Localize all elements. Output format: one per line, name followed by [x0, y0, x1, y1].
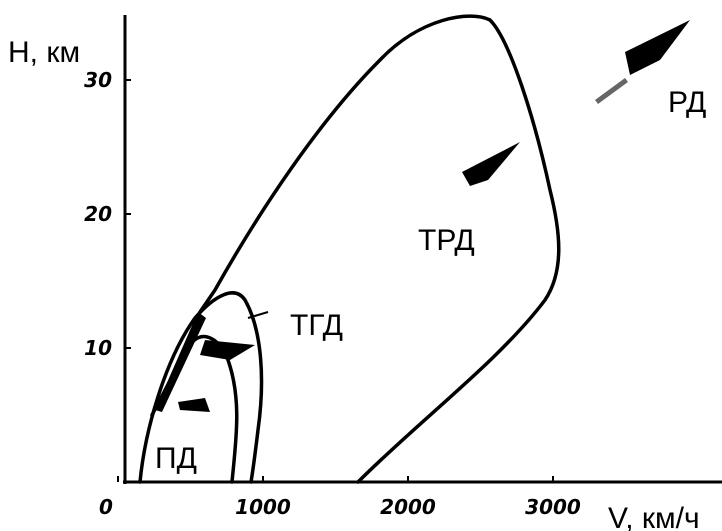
pd-edge [155, 312, 206, 412]
turboprop-icon [200, 340, 255, 360]
y-tick-label: 20 [84, 202, 112, 226]
x-tick-label: 0 [99, 495, 113, 519]
tgd-envelope [138, 291, 264, 484]
x-axis-label: V, км/ч [608, 502, 700, 531]
tgd-pointer [247, 311, 269, 319]
trd-envelope [198, 14, 561, 484]
jet-icon [462, 142, 520, 186]
aircraft-icons [178, 20, 690, 412]
y-tick-label: 10 [84, 336, 112, 360]
region-label: ТРД [418, 224, 475, 257]
rocket-icon [625, 20, 690, 75]
region-label: ПД [155, 442, 197, 475]
region-label: ТГД [290, 309, 343, 342]
rocket-trail [595, 78, 628, 104]
y-tick-label: 30 [84, 68, 112, 92]
y-axis-label: Н, км [8, 36, 80, 69]
x-tick-label: 3000 [525, 495, 581, 519]
x-tick-label: 1000 [235, 495, 291, 519]
region-label: РД [668, 86, 706, 119]
piston-icon [178, 398, 210, 412]
x-tick-label: 2000 [380, 495, 436, 519]
